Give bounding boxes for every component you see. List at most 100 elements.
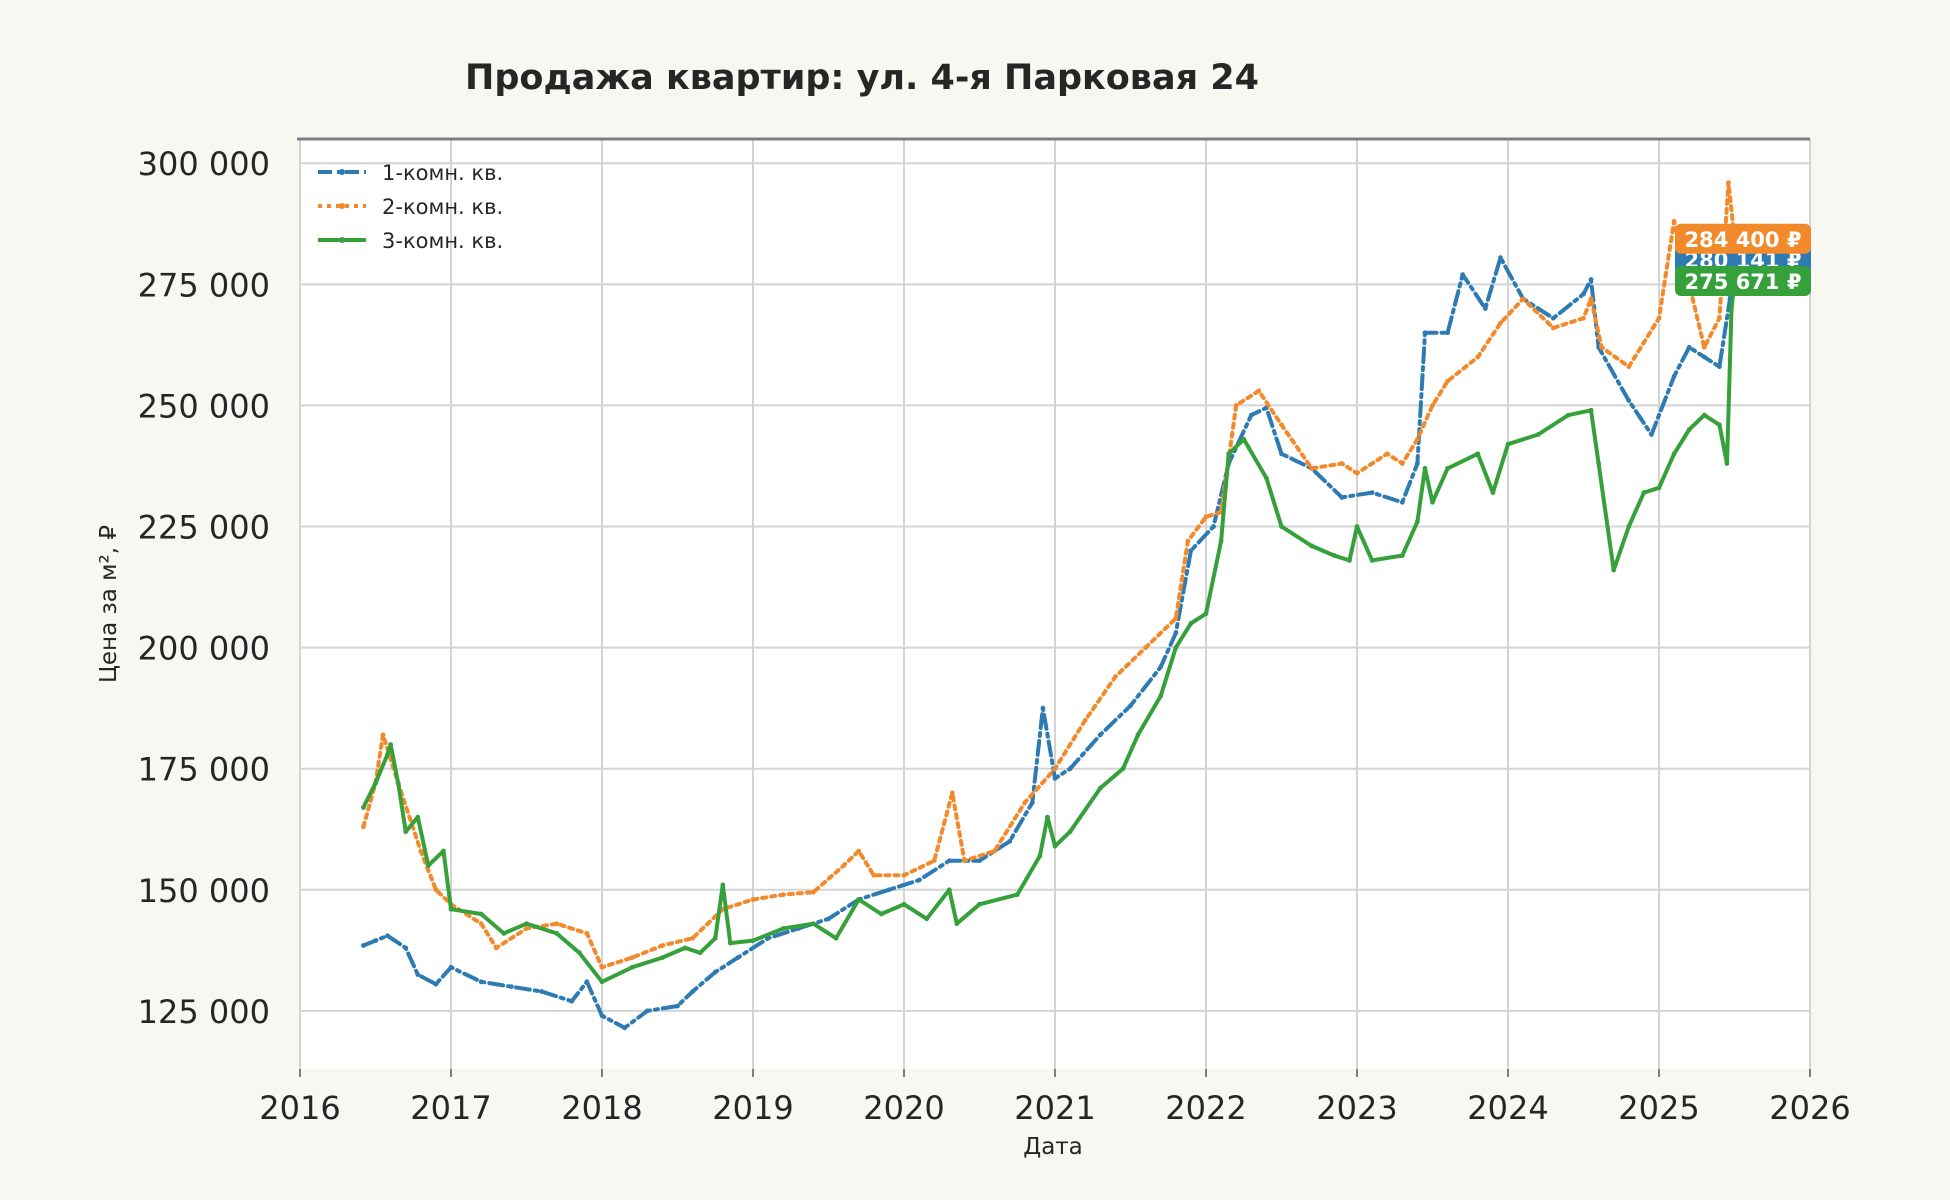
x-tick-label: 2021 xyxy=(1014,1089,1095,1127)
last-value-text: 284 400 ₽ xyxy=(1685,228,1802,252)
series-one-room-point xyxy=(1279,451,1284,457)
series-two-room-point xyxy=(871,872,877,878)
series-two-room-point xyxy=(584,930,590,936)
series-three-room-point xyxy=(1686,427,1692,433)
series-three-room-point xyxy=(1475,451,1481,457)
series-three-room-point xyxy=(1354,524,1360,529)
series-two-room-point xyxy=(1626,364,1632,370)
y-tick-label: 150 000 xyxy=(138,872,270,910)
series-two-room-point xyxy=(1415,436,1420,442)
series-three-room-point xyxy=(1045,814,1050,820)
series-one-room-point xyxy=(1158,664,1164,670)
y-tick-label: 275 000 xyxy=(138,266,270,304)
series-two-room-point xyxy=(433,887,439,893)
series-three-room-point xyxy=(1014,892,1020,898)
series-one-room-point xyxy=(1097,732,1103,738)
series-one-room-point xyxy=(1550,315,1556,321)
series-three-room-point xyxy=(395,780,401,786)
series-two-room-point xyxy=(1599,344,1605,350)
series-three-room-point xyxy=(660,955,665,960)
series-three-room-point xyxy=(946,887,952,893)
series-one-room-point xyxy=(1029,800,1035,805)
legend-marker xyxy=(339,169,345,175)
series-two-room-point xyxy=(962,858,967,864)
series-three-room-point xyxy=(388,742,393,747)
series-one-room-point xyxy=(712,969,718,975)
series-three-room-point xyxy=(833,935,839,941)
series-one-room-point xyxy=(1649,432,1654,437)
series-three-room-point xyxy=(1188,620,1194,626)
series-three-room-point xyxy=(599,979,605,985)
series-one-room-point xyxy=(1399,499,1405,505)
series-three-room-point xyxy=(1369,558,1375,563)
series-one-room-point xyxy=(415,972,421,977)
series-two-room-point xyxy=(660,943,665,948)
series-one-room-point xyxy=(1052,775,1058,781)
series-three-room-point xyxy=(425,863,431,868)
series-three-room-point xyxy=(954,921,960,927)
series-two-room-point xyxy=(856,848,862,854)
series-two-room-point xyxy=(841,863,846,868)
series-two-room-point xyxy=(1354,470,1360,476)
x-tick-label: 2017 xyxy=(410,1089,491,1127)
series-three-room-point xyxy=(924,916,930,922)
series-three-room-point xyxy=(977,901,982,907)
series-two-room-point xyxy=(1185,538,1191,544)
series-two-room-point xyxy=(750,897,756,902)
series-three-room-point xyxy=(1415,519,1420,525)
x-tick-label: 2019 xyxy=(712,1089,793,1127)
series-one-room-point xyxy=(1128,703,1133,709)
series-two-room-point xyxy=(1143,645,1148,650)
y-tick-label: 175 000 xyxy=(138,751,270,789)
series-one-room-point xyxy=(1686,344,1692,350)
series-two-room-point xyxy=(1203,514,1209,520)
series-one-room-point xyxy=(675,1003,680,1009)
series-one-room-point xyxy=(1445,330,1450,336)
series-three-room-point xyxy=(1566,412,1571,418)
legend-marker xyxy=(339,237,345,243)
series-one-room-point xyxy=(403,945,409,951)
series-three-room-point xyxy=(1203,611,1209,617)
series-one-room-point xyxy=(735,955,741,960)
series-one-room-point xyxy=(1671,373,1677,379)
legend-label: 2-комн. кв. xyxy=(382,195,503,219)
series-two-room-point xyxy=(1384,451,1390,457)
series-two-room-point xyxy=(1550,325,1556,331)
x-tick-label: 2026 xyxy=(1769,1089,1850,1127)
series-three-room-point xyxy=(478,911,484,917)
y-axis-label: Цена за м², ₽ xyxy=(96,525,122,683)
series-two-room-point xyxy=(554,921,560,927)
series-one-room-point xyxy=(1626,398,1632,403)
series-three-room-point xyxy=(1037,853,1043,859)
series-group xyxy=(361,180,1737,1031)
y-tick-label: 200 000 xyxy=(138,630,270,668)
series-two-room-point xyxy=(931,858,937,864)
series-three-room-point xyxy=(1279,524,1284,529)
series-one-room-point xyxy=(1482,306,1488,311)
y-tick-label: 225 000 xyxy=(138,509,270,547)
series-two-room-point xyxy=(1498,320,1503,326)
series-two-room-point xyxy=(524,926,529,931)
series-one-room-point xyxy=(1415,461,1420,466)
y-tick-label: 300 000 xyxy=(138,145,270,183)
series-one-room-point xyxy=(1067,766,1073,772)
series-three-room-point xyxy=(1264,475,1269,481)
series-one-room-point xyxy=(1460,272,1466,278)
series-two-room-point xyxy=(690,935,695,941)
series-three-room-point xyxy=(1097,785,1103,791)
series-three-room-point xyxy=(1505,441,1511,447)
series-two-room-point xyxy=(901,872,907,878)
series-three-room-point xyxy=(750,938,756,944)
series-three-room-point xyxy=(1135,732,1141,738)
series-two-room-point xyxy=(1717,315,1722,321)
last-value-badge xyxy=(1675,266,1811,297)
series-two-room-point xyxy=(1052,766,1058,772)
series-one-room-point xyxy=(599,1013,605,1019)
series-three-room-point xyxy=(1309,543,1315,549)
series-one-room-point xyxy=(1211,524,1216,529)
series-two-room-point xyxy=(1113,674,1118,680)
series-three-room-point xyxy=(1218,538,1224,544)
series-one-room-point xyxy=(1701,354,1707,360)
series-three-room-point xyxy=(403,829,409,835)
series-two-room-point xyxy=(361,824,366,830)
